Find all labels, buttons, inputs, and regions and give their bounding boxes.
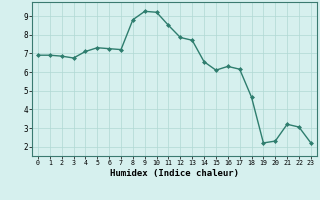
X-axis label: Humidex (Indice chaleur): Humidex (Indice chaleur) xyxy=(110,169,239,178)
